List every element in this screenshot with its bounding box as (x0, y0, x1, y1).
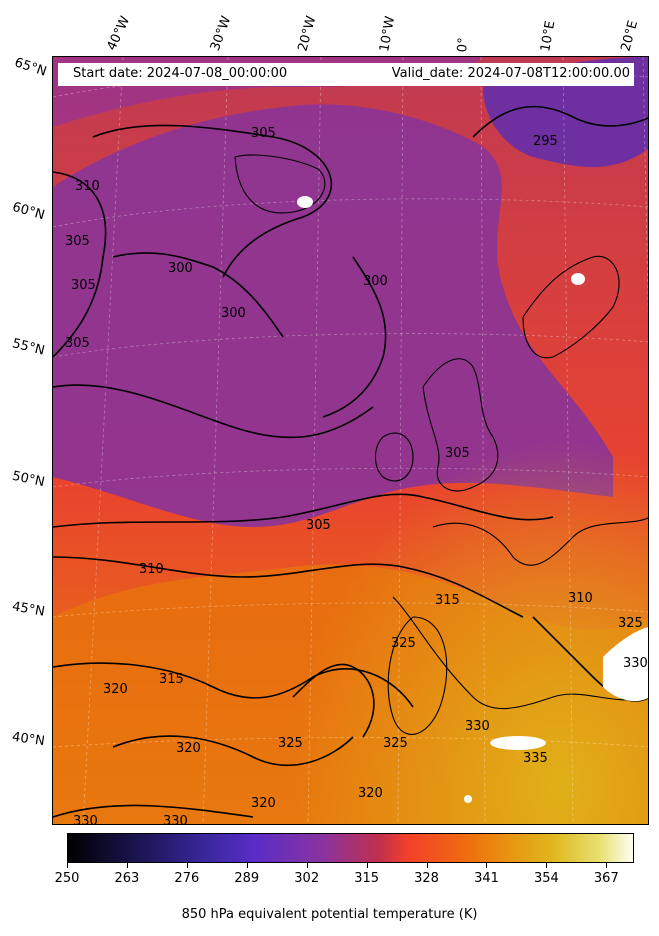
colorbar-title: 850 hPa equivalent potential temperature… (181, 907, 478, 922)
colorbar-tick (546, 863, 548, 868)
great-britain-coast (422, 358, 499, 492)
contour-label: 315 (159, 672, 184, 687)
contour-305-mid (53, 384, 374, 439)
contour-label: 305 (71, 278, 96, 293)
colorbar-tick-label: 289 (234, 871, 260, 886)
colorbar-tick-label: 263 (114, 871, 140, 886)
contour-label: 320 (251, 796, 276, 811)
colorbar-tick (426, 863, 428, 868)
colorbar-tick (246, 863, 248, 868)
colorbar-tick (606, 863, 608, 868)
contour-label: 305 (306, 518, 331, 533)
contour-300-b (322, 256, 387, 418)
scandinavia-coast (522, 255, 620, 359)
iberia-med-coast (392, 596, 648, 710)
colorbar-tick-label: 315 (354, 871, 380, 886)
contour-label: 315 (435, 593, 460, 608)
contour-label: 330 (465, 719, 490, 734)
header-box: Start date: 2024-07-08_00:00:00 Valid_da… (58, 63, 634, 86)
contour-label: 305 (445, 446, 470, 461)
colorbar-tick-label: 276 (174, 871, 200, 886)
contour-label: 300 (168, 261, 193, 276)
contour-label: 320 (176, 741, 201, 756)
lat-label: 60°N (10, 199, 47, 224)
colorbar-tick (67, 863, 68, 868)
colorbar-tick (306, 863, 308, 868)
contour-label-group: 295 300 300 300 305 305 305 305 305 305 … (65, 126, 648, 825)
map-canvas: 295 300 300 300 305 305 305 305 305 305 … (53, 57, 648, 825)
contour-label: 330 (163, 814, 188, 825)
lat-label: 50°N (10, 468, 46, 491)
colorbar-tick-label: 250 (54, 871, 80, 886)
contour-label: 305 (65, 336, 90, 351)
contour-label: 325 (618, 616, 643, 631)
lat-label: 45°N (10, 599, 46, 620)
lon-label: 20°E (618, 18, 642, 53)
colorbar-tick-label: 328 (414, 871, 439, 886)
contour-320-a (53, 662, 414, 708)
contour-label: 300 (363, 274, 388, 289)
contour-label: 320 (103, 682, 128, 697)
start-date-text: Start date: 2024-07-08_00:00:00 (73, 66, 288, 81)
contour-label: 310 (568, 591, 593, 606)
contour-310-west (53, 171, 107, 358)
hot-airmass-region (53, 57, 648, 824)
contour-295 (472, 105, 648, 138)
contour-lines (53, 105, 648, 818)
contour-325 (292, 663, 375, 738)
terrain-mask (297, 196, 648, 803)
contour-label: 335 (523, 751, 548, 766)
colorbar-tick (126, 863, 128, 868)
colorbar-tick (366, 863, 368, 868)
colorbar-tick-label: 367 (593, 871, 619, 886)
colorbar-tick-label: 302 (294, 871, 320, 886)
contour-label: 305 (251, 126, 276, 141)
contour-label: 300 (221, 306, 246, 321)
contour-label: 305 (65, 234, 90, 249)
contour-310 (53, 556, 524, 618)
contour-label: 325 (391, 636, 416, 651)
lon-label: 30°W (207, 14, 235, 53)
iceland-coast (234, 154, 326, 214)
contour-label: 310 (75, 179, 100, 194)
contour-label: 320 (358, 786, 383, 801)
contour-305-north (92, 124, 333, 278)
lon-label: 40°W (104, 14, 134, 53)
contour-label: 295 (533, 134, 558, 149)
colorbar (67, 833, 634, 863)
continent-coast-north (432, 517, 648, 566)
contour-label: 325 (383, 736, 408, 751)
iberia-coast (387, 616, 448, 735)
coastlines (234, 154, 648, 735)
colorbar-tick-label: 341 (474, 871, 499, 886)
contour-label: 330 (623, 656, 648, 671)
contour-305-south (53, 493, 554, 528)
contour-label: 325 (278, 736, 303, 751)
map-panel[interactable]: 295 300 300 300 305 305 305 305 305 305 … (52, 56, 649, 825)
lat-label: 55°N (10, 336, 47, 359)
lon-label: 20°W (295, 14, 320, 53)
lon-label: 10°W (377, 15, 399, 54)
lon-label: 0° (455, 36, 472, 53)
contour-330 (53, 804, 254, 818)
lat-label: 65°N (12, 55, 49, 80)
contour-label: 310 (139, 562, 164, 577)
contour-label: 330 (73, 814, 98, 825)
valid-date-text: Valid_date: 2024-07-08T12:00:00.00 (391, 66, 630, 81)
contour-300-a (112, 252, 284, 338)
ireland-coast (374, 432, 414, 482)
lat-label: 40°N (11, 729, 46, 750)
colorbar-tick-label: 354 (533, 871, 559, 886)
lon-label: 10°E (538, 19, 559, 54)
colorbar-tick (186, 863, 188, 868)
contour-320-b (112, 735, 354, 767)
colorbar-tick (486, 863, 488, 868)
